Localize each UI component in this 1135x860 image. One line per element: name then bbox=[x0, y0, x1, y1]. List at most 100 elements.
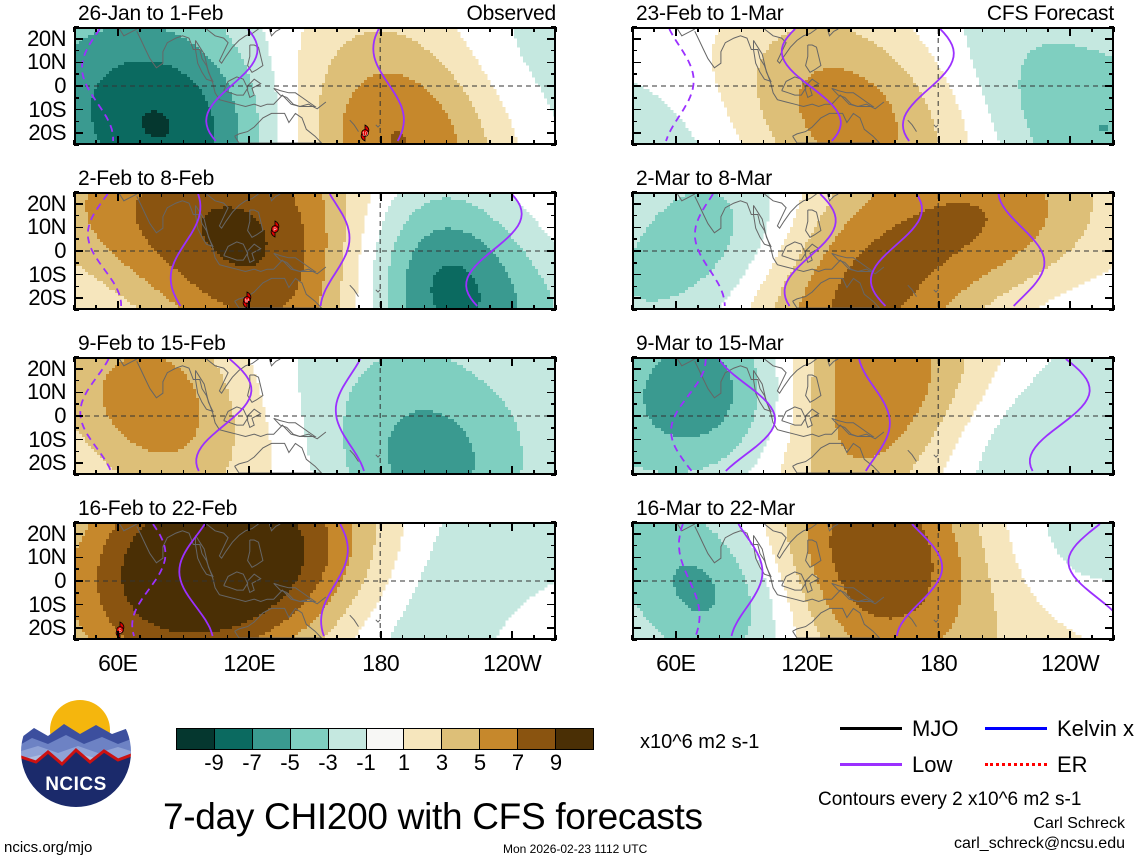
x-tick bbox=[358, 357, 360, 362]
x-tick bbox=[489, 27, 492, 32]
x-tick bbox=[467, 27, 470, 32]
y-tick bbox=[74, 521, 79, 523]
y-tick bbox=[632, 61, 641, 64]
x-tick bbox=[718, 192, 721, 197]
y-axis-label: 0 bbox=[0, 405, 66, 427]
y-tick bbox=[547, 203, 556, 205]
x-tick bbox=[182, 192, 185, 197]
x-tick bbox=[489, 357, 492, 362]
x-tick bbox=[1047, 470, 1050, 475]
x-tick bbox=[675, 192, 677, 201]
y-axis-label: 0 bbox=[0, 75, 66, 97]
colorbar-ticklabel-9: 9 bbox=[550, 752, 562, 774]
x-tick bbox=[358, 305, 360, 310]
y-tick bbox=[632, 379, 637, 382]
y-tick bbox=[1105, 462, 1114, 464]
y-tick bbox=[551, 97, 556, 99]
y-tick bbox=[1105, 38, 1114, 40]
y-axis-label: 0 bbox=[0, 570, 66, 592]
x-tick bbox=[555, 470, 557, 475]
x-tick bbox=[138, 522, 141, 527]
x-tick bbox=[445, 140, 448, 145]
x-tick bbox=[292, 27, 294, 32]
colorbar-ticklabels: -9 -7 -5 -3 -1 1 3 5 7 9 bbox=[176, 752, 594, 776]
y-tick bbox=[632, 144, 637, 146]
y-tick bbox=[1109, 379, 1114, 382]
x-tick bbox=[358, 522, 360, 527]
x-tick bbox=[292, 192, 294, 197]
x-tick bbox=[314, 635, 316, 640]
x-tick bbox=[138, 140, 141, 145]
x-tick bbox=[533, 192, 535, 197]
x-tick bbox=[1003, 357, 1006, 362]
x-tick bbox=[1003, 470, 1006, 475]
site-url-label: ncics.org/mjo bbox=[4, 840, 92, 855]
panel-3: 2-Feb to 8-Feb P M bbox=[73, 168, 557, 311]
y-tick bbox=[74, 73, 79, 75]
x-tick bbox=[358, 27, 360, 32]
x-tick bbox=[762, 357, 765, 362]
x-tick bbox=[314, 470, 316, 475]
x-tick bbox=[511, 631, 513, 640]
y-tick bbox=[632, 403, 637, 405]
y-axis-label: 10S bbox=[0, 263, 66, 286]
x-tick bbox=[160, 522, 163, 527]
x-tick bbox=[292, 140, 294, 145]
y-tick bbox=[551, 120, 556, 123]
x-tick bbox=[138, 27, 141, 32]
x-tick bbox=[445, 27, 448, 32]
x-axis-label: 60E bbox=[98, 652, 138, 675]
y-tick bbox=[551, 521, 556, 523]
x-tick bbox=[336, 140, 338, 145]
x-tick bbox=[423, 305, 426, 310]
x-tick bbox=[894, 192, 896, 197]
y-axis-label: 10S bbox=[0, 593, 66, 616]
low-frequency-contours bbox=[693, 194, 1046, 307]
y-tick bbox=[74, 544, 79, 547]
x-tick bbox=[445, 305, 448, 310]
x-tick bbox=[533, 470, 535, 475]
y-tick bbox=[632, 391, 641, 394]
y-axis-label: 10N bbox=[0, 381, 66, 403]
x-tick bbox=[806, 357, 809, 366]
y-tick bbox=[632, 639, 637, 641]
legend-swatch-low bbox=[840, 763, 902, 766]
x-tick bbox=[696, 140, 699, 145]
x-tick bbox=[248, 466, 251, 475]
panel-title-8: 16-Mar to 22-Mar bbox=[636, 498, 795, 519]
x-tick bbox=[292, 357, 294, 362]
x-tick bbox=[401, 140, 404, 145]
legend-swatch-mjo bbox=[840, 727, 902, 730]
y-tick bbox=[74, 379, 79, 382]
y-tick bbox=[74, 26, 79, 28]
x-tick bbox=[718, 27, 721, 32]
x-tick bbox=[467, 470, 470, 475]
x-tick bbox=[631, 470, 633, 475]
x-tick bbox=[401, 357, 404, 362]
y-tick bbox=[1109, 309, 1114, 311]
x-tick bbox=[1003, 27, 1006, 32]
y-tick bbox=[632, 285, 637, 288]
x-tick bbox=[872, 305, 874, 310]
y-tick bbox=[632, 132, 641, 134]
y-tick bbox=[632, 521, 637, 523]
x-tick bbox=[226, 305, 229, 310]
x-tick bbox=[533, 305, 535, 310]
y-tick bbox=[632, 73, 637, 75]
x-tick bbox=[806, 136, 809, 145]
cyclone-marker: S bbox=[113, 621, 127, 638]
legend-swatch-er bbox=[985, 763, 1047, 769]
x-tick bbox=[718, 357, 721, 362]
x-tick bbox=[95, 27, 97, 32]
x-tick bbox=[653, 357, 655, 362]
y-tick bbox=[547, 108, 556, 111]
x-tick bbox=[95, 522, 97, 527]
x-tick bbox=[1025, 27, 1028, 32]
x-tick bbox=[445, 470, 448, 475]
x-tick bbox=[379, 27, 382, 36]
y-tick bbox=[1109, 427, 1114, 429]
y-axis-label: 20S bbox=[0, 287, 66, 309]
x-tick bbox=[138, 305, 141, 310]
x-tick bbox=[959, 357, 962, 362]
y-tick bbox=[547, 250, 556, 252]
